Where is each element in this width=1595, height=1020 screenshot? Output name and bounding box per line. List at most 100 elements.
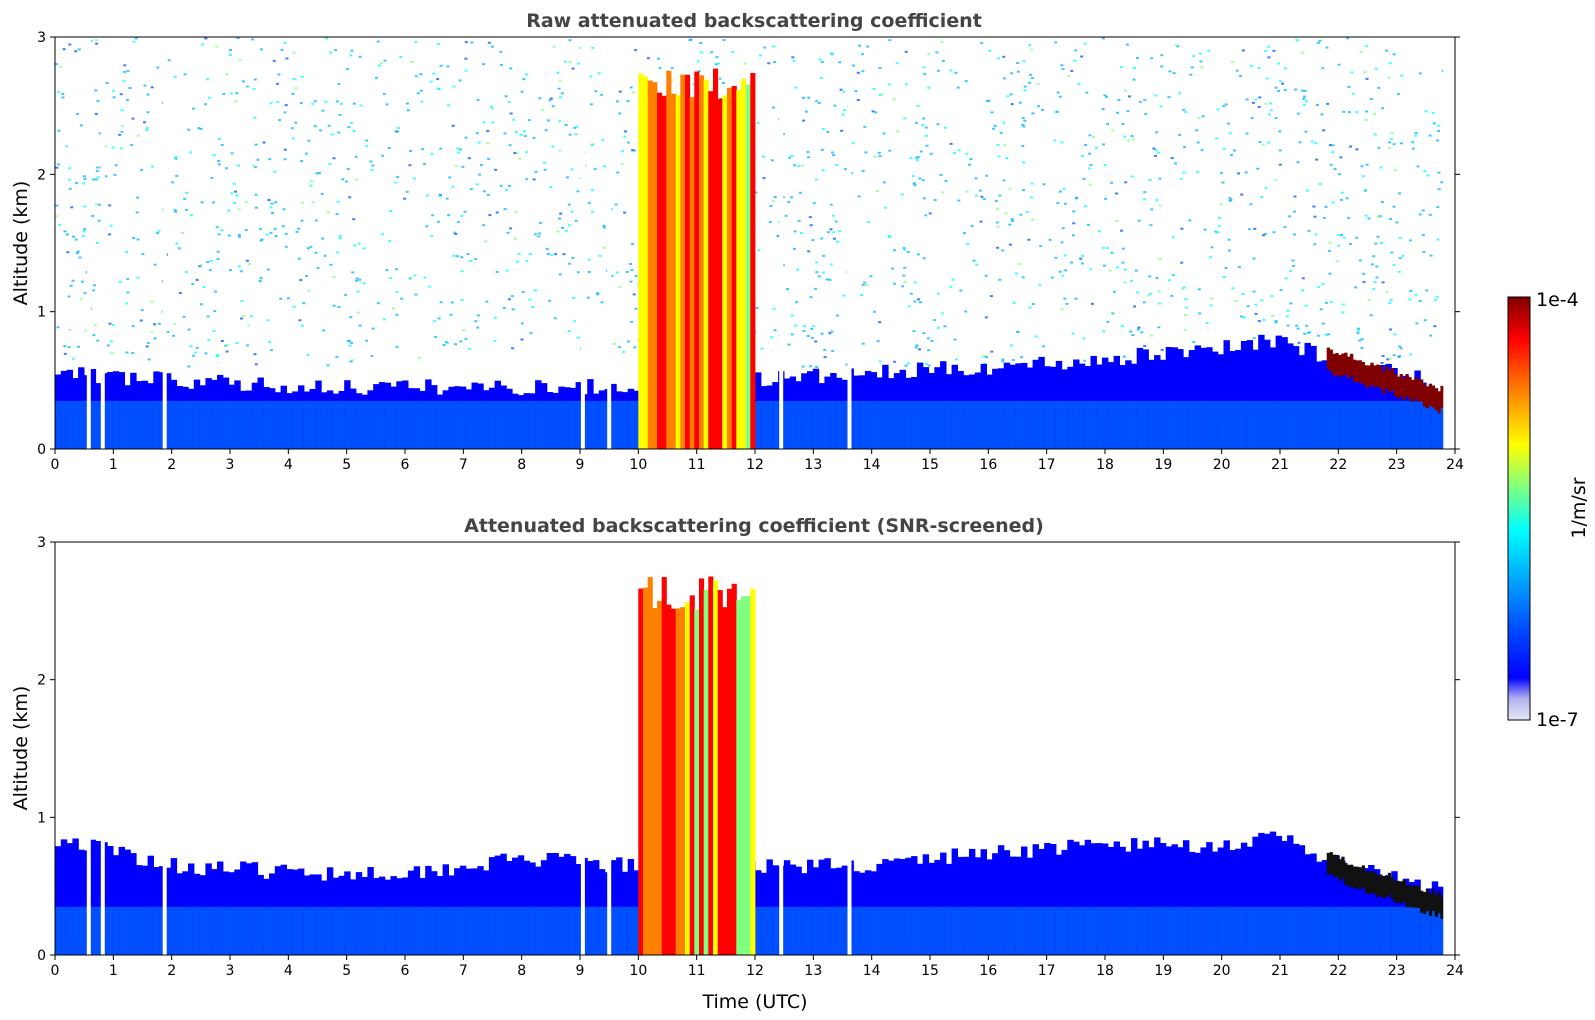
noise-pixel: [632, 91, 636, 94]
noise-pixel: [598, 254, 602, 257]
bl-surface: [957, 400, 964, 449]
noise-pixel: [258, 280, 262, 283]
noise-pixel: [1364, 214, 1368, 217]
noise-pixel: [1260, 196, 1264, 199]
noise-pixel: [878, 321, 882, 324]
noise-pixel: [556, 230, 560, 233]
noise-pixel: [1327, 333, 1331, 336]
bl-surface: [1252, 400, 1259, 449]
noise-pixel: [1264, 187, 1268, 190]
noise-pixel: [570, 168, 574, 171]
cloud-stripe: [689, 97, 695, 449]
noise-pixel: [306, 353, 310, 356]
noise-pixel: [1245, 98, 1249, 101]
aerosol-cell: [1434, 894, 1438, 917]
noise-pixel: [111, 89, 115, 92]
bl-surface: [442, 400, 449, 449]
noise-pixel: [91, 178, 95, 181]
noise-pixel: [1082, 177, 1086, 180]
noise-pixel: [951, 278, 955, 281]
bl-column: [1281, 337, 1288, 449]
noise-pixel: [307, 289, 311, 292]
bl-column: [1246, 846, 1254, 955]
x-tick-label: 1: [109, 963, 118, 979]
x-tick-label: 2: [167, 963, 176, 979]
bl-surface: [1183, 906, 1190, 955]
noise-pixel: [812, 202, 816, 205]
noise-pixel: [341, 178, 345, 181]
bl-surface: [1223, 906, 1230, 955]
cloud-stripe: [736, 89, 742, 450]
noise-pixel: [776, 235, 780, 238]
noise-pixel: [454, 164, 458, 167]
noise-pixel: [1418, 72, 1422, 75]
noise-pixel: [924, 134, 928, 137]
noise-pixel: [347, 126, 351, 129]
noise-pixel: [507, 184, 511, 187]
noise-pixel: [1056, 202, 1060, 205]
bl-surface: [199, 400, 206, 449]
noise-pixel: [292, 51, 296, 54]
noise-pixel: [812, 325, 816, 328]
noise-pixel: [304, 152, 308, 155]
noise-pixel: [1374, 242, 1378, 245]
noise-pixel: [1111, 129, 1115, 132]
noise-pixel: [388, 277, 392, 280]
noise-pixel: [1365, 163, 1369, 166]
noise-pixel: [1268, 113, 1272, 116]
noise-pixel: [1436, 206, 1440, 209]
noise-pixel: [564, 229, 568, 232]
noise-pixel: [1001, 360, 1005, 363]
noise-pixel: [1345, 197, 1349, 200]
bl-surface: [1171, 906, 1178, 955]
noise-pixel: [1389, 328, 1392, 331]
noise-pixel: [1127, 139, 1131, 142]
noise-pixel: [1056, 91, 1060, 94]
cloud-stripe: [694, 609, 700, 955]
noise-pixel: [273, 170, 277, 173]
bl-surface: [1385, 906, 1392, 955]
noise-pixel: [1150, 57, 1154, 60]
noise-pixel: [259, 48, 263, 51]
bl-surface: [969, 906, 976, 955]
noise-pixel: [806, 151, 810, 154]
noise-pixel: [139, 319, 143, 322]
noise-pixel: [1042, 183, 1046, 186]
bl-surface: [598, 906, 606, 955]
noise-pixel: [1242, 316, 1246, 319]
noise-pixel: [324, 37, 328, 40]
bl-surface: [760, 906, 768, 955]
noise-pixel: [559, 212, 563, 215]
noise-pixel: [772, 307, 776, 310]
noise-pixel: [123, 64, 127, 67]
x-tick-label: 11: [688, 457, 706, 473]
noise-pixel: [1364, 119, 1368, 121]
bl-surface: [795, 906, 802, 955]
noise-pixel: [1083, 359, 1087, 362]
noise-pixel: [359, 104, 363, 107]
noise-pixel: [146, 111, 150, 114]
noise-pixel: [1111, 312, 1115, 315]
noise-pixel: [773, 329, 777, 332]
x-tick-label: 12: [746, 457, 764, 473]
aerosol-cell: [1405, 885, 1409, 908]
bl-surface: [587, 906, 594, 955]
noise-pixel: [135, 211, 139, 214]
noise-pixel: [400, 297, 404, 300]
cloud-stripe: [745, 84, 751, 450]
noise-pixel: [503, 132, 507, 135]
aerosol-cell: [1428, 893, 1433, 916]
noise-pixel: [1002, 179, 1006, 182]
noise-pixel: [76, 345, 80, 348]
noise-pixel: [199, 263, 203, 266]
aerosol-cell: [1344, 352, 1348, 375]
bl-column: [72, 838, 79, 955]
cloud-stripe: [675, 94, 681, 450]
bl-surface: [1154, 400, 1161, 449]
noise-pixel: [632, 293, 636, 296]
noise-pixel: [505, 269, 509, 272]
noise-pixel: [454, 233, 458, 235]
noise-pixel: [953, 152, 957, 155]
noise-pixel: [1055, 110, 1059, 113]
noise-pixel: [921, 179, 925, 182]
